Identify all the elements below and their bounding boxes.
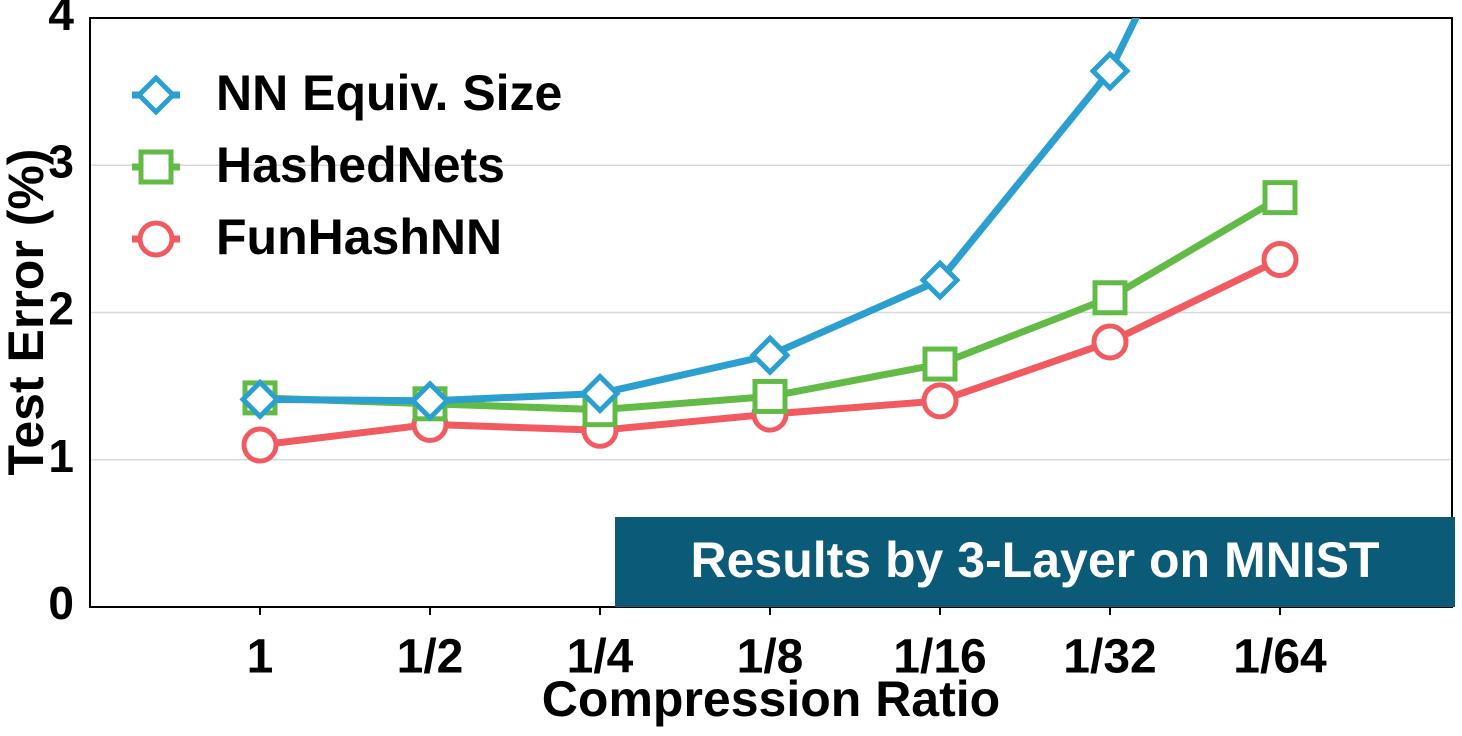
marker [1089,50,1131,92]
legend-marker [135,74,177,116]
x-tick-label: 1 [247,631,274,684]
marker [919,259,961,301]
x-tick-label: 1/64 [1233,631,1327,684]
x-axis-label: Compression Ratio [542,671,1000,727]
x-tick-label: 1/2 [397,631,464,684]
annotation: Results by 3-Layer on MNIST [690,532,1379,588]
marker [921,382,959,420]
legend-label: NN Equiv. Size [216,65,562,121]
y-tick-label: 1 [48,430,74,482]
marker [579,372,621,415]
x-tick-label: 1/4 [567,631,634,684]
y-axis-label: Test Error (%) [0,149,54,476]
marker [241,426,279,464]
marker [1091,323,1129,361]
marker [1092,280,1128,316]
x-tick-label: 1/32 [1063,631,1156,684]
y-tick-label: 4 [48,0,74,40]
plot-area [239,18,1299,464]
annotation-box [615,517,1455,607]
legend-label: FunHashNN [216,209,502,265]
marker [752,378,788,414]
x-tick-label: 1/8 [737,631,804,684]
legend-label: HashedNets [216,137,505,193]
x-tick-label: 1/16 [893,631,986,684]
legend-marker [138,149,174,185]
marker [1261,240,1299,278]
marker [922,346,958,382]
marker [1262,180,1298,216]
y-tick-label: 0 [48,577,74,629]
marker [749,334,791,376]
marker [239,378,281,420]
y-tick-label: 2 [48,283,74,335]
marker [409,380,451,422]
legend-marker [137,220,175,258]
y-tick-label: 3 [48,135,74,187]
